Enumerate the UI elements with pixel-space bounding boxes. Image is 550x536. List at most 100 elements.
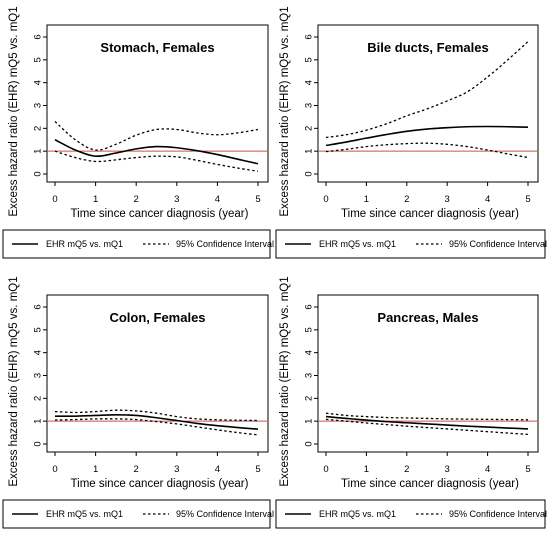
x-tick-label: 2 [404,464,409,475]
x-tick-label: 1 [93,194,98,205]
y-axis-label: Excess hazard ratio (EHR) mQ5 vs. mQ1 [8,6,20,216]
legend-box [275,499,546,529]
x-tick-label: 1 [364,194,369,205]
x-tick-label: 3 [445,464,450,475]
legend-label-ehr: EHR mQ5 vs. mQ1 [46,509,123,519]
x-tick-label: 4 [485,464,490,475]
y-tick-label: 1 [304,149,315,154]
x-tick-label: 5 [255,194,260,205]
x-tick-label: 0 [52,194,57,205]
series-ehr-line [54,139,259,165]
series-ehr-line [325,125,529,147]
y-tick-label: 6 [33,34,44,39]
y-tick-label: 2 [304,396,315,401]
y-tick-label: 0 [304,171,315,176]
legend-label-ehr: EHR mQ5 vs. mQ1 [319,509,396,519]
y-tick-label: 1 [33,149,44,154]
y-tick-label: 5 [33,57,44,62]
series-ci-upper-line [54,120,259,151]
x-tick-label: 2 [134,464,139,475]
legend: EHR mQ5 vs. mQ1 95% Confidence Interval [275,499,547,529]
series-ci-lower-line [54,418,259,436]
y-tick-label: 1 [304,419,315,424]
panel-title: Pancreas, Males [377,310,478,325]
y-tick-label: 2 [33,396,44,401]
series-ehr-line [54,413,259,430]
y-tick-label: 4 [304,80,315,85]
y-tick-label: 0 [304,441,315,446]
plot-frame [317,24,539,183]
y-tick-label: 3 [33,103,44,108]
y-tick-label: 4 [33,80,44,85]
legend-box [2,499,271,529]
x-tick-label: 3 [174,194,179,205]
legend-label-ci: 95% Confidence Interval [449,239,547,249]
chart-panel-2: Bile ducts, Females 0 1 2 3 4 5 6 0 1 2 3 4 5 Time sin… [275,6,547,259]
legend-label-ehr: EHR mQ5 vs. mQ1 [46,239,123,249]
series-ci-upper-line [325,41,529,139]
y-tick-label: 3 [33,373,44,378]
x-axis-label: Time since cancer diagnosis (year) [71,478,249,490]
x-axis-label: Time since cancer diagnosis (year) [71,208,249,220]
x-tick-label: 5 [525,194,530,205]
x-tick-label: 4 [215,194,220,205]
series-ci-lower-line [54,150,259,172]
series-ehr-line [325,415,529,430]
y-axis-label: Excess hazard ratio (EHR) mQ5 vs. mQ1 [279,6,291,216]
chart-panel-4: Pancreas, Males 0 1 2 3 4 5 6 0 1 2 3 4 5 Time since c… [275,276,547,529]
x-axis-label: Time since cancer diagnosis (year) [341,208,519,220]
chart-panel-3: Colon, Females 0 1 2 3 4 5 6 0 1 2 3 4 5 Time since ca… [2,276,274,529]
x-tick-label: 3 [174,464,179,475]
plot-frame [46,24,269,183]
panel-title: Colon, Females [109,310,205,325]
plot-frame [317,294,539,453]
x-tick-label: 1 [364,464,369,475]
y-tick-label: 0 [33,171,44,176]
y-tick-label: 5 [304,327,315,332]
x-axis-label: Time since cancer diagnosis (year) [341,478,519,490]
legend-box [275,229,546,259]
series-ci-lower-line [325,418,529,436]
x-tick-label: 0 [323,194,328,205]
x-tick-label: 0 [323,464,328,475]
y-tick-label: 4 [304,350,315,355]
legend: EHR mQ5 vs. mQ1 95% Confidence Interval [2,499,274,529]
x-tick-label: 1 [93,464,98,475]
y-axis-label: Excess hazard ratio (EHR) mQ5 vs. mQ1 [8,276,20,486]
legend: EHR mQ5 vs. mQ1 95% Confidence Interval [275,229,547,259]
x-tick-label: 2 [404,194,409,205]
y-tick-label: 0 [33,441,44,446]
y-tick-label: 5 [304,57,315,62]
x-tick-label: 4 [485,194,490,205]
y-tick-label: 2 [33,126,44,131]
legend-label-ci: 95% Confidence Interval [176,239,274,249]
legend-box [2,229,271,259]
plot-frame [46,294,269,453]
y-tick-label: 6 [304,34,315,39]
panel-title: Bile ducts, Females [367,40,488,55]
x-tick-label: 5 [525,464,530,475]
x-tick-label: 3 [445,194,450,205]
x-tick-label: 2 [134,194,139,205]
legend-label-ci: 95% Confidence Interval [176,509,274,519]
legend-label-ehr: EHR mQ5 vs. mQ1 [319,239,396,249]
x-tick-label: 5 [255,464,260,475]
y-tick-label: 3 [304,373,315,378]
x-tick-label: 0 [52,464,57,475]
series-ci-lower-line [325,142,529,159]
legend-label-ci: 95% Confidence Interval [449,509,547,519]
y-tick-label: 6 [304,304,315,309]
y-tick-label: 2 [304,126,315,131]
y-tick-label: 6 [33,304,44,309]
series-ci-upper-line [325,412,529,421]
legend: EHR mQ5 vs. mQ1 95% Confidence Interval [2,229,274,259]
y-tick-label: 3 [304,103,315,108]
y-axis-label: Excess hazard ratio (EHR) mQ5 vs. mQ1 [279,276,291,486]
y-tick-label: 1 [33,419,44,424]
y-tick-label: 5 [33,327,44,332]
panel-title: Stomach, Females [100,40,214,55]
x-tick-label: 4 [215,464,220,475]
y-tick-label: 4 [33,350,44,355]
chart-panel-1: Stomach, Females 0 1 2 3 4 5 6 0 1 2 3 4 5 Time since … [2,6,274,259]
